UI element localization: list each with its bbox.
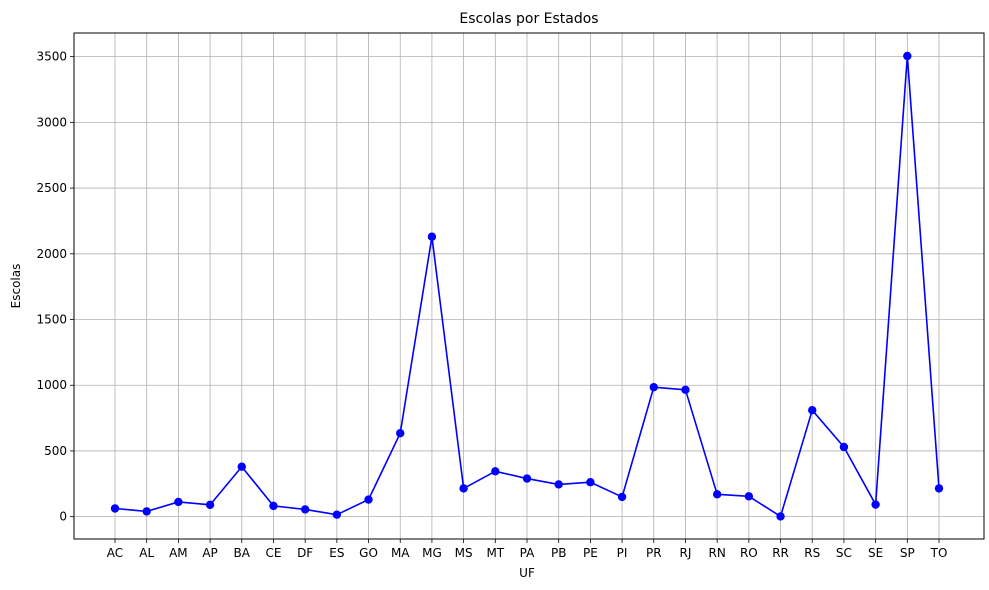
x-tick-label: ES — [329, 546, 344, 560]
y-axis-label: Escolas — [9, 264, 23, 309]
data-point — [871, 500, 880, 509]
x-tick-label: TO — [930, 546, 948, 560]
y-tick-label: 500 — [44, 444, 67, 458]
data-point — [903, 51, 912, 61]
y-tick-label: 1000 — [36, 378, 67, 392]
y-tick-label: 3500 — [36, 50, 67, 64]
x-tick-label: AC — [107, 546, 123, 560]
data-point — [681, 385, 690, 395]
data-point — [237, 462, 246, 471]
data-point — [459, 484, 468, 493]
x-tick-label: SC — [836, 546, 852, 560]
data-point — [110, 504, 120, 513]
x-tick-label: MG — [422, 546, 442, 560]
x-tick-label: MT — [486, 546, 504, 560]
x-tick-label: BA — [234, 546, 251, 560]
x-tick-label: CE — [265, 546, 281, 560]
data-point — [142, 507, 151, 516]
data-point — [364, 495, 373, 504]
x-tick-label: PB — [551, 546, 566, 560]
x-tick-label: RJ — [680, 546, 692, 560]
plot-frame — [73, 32, 985, 540]
data-point — [269, 501, 278, 511]
data-point — [205, 500, 215, 510]
x-tick-label: MS — [455, 546, 473, 560]
x-tick-label: AL — [139, 546, 154, 560]
x-tick-label: RS — [804, 546, 820, 560]
x-tick-label: SE — [868, 546, 883, 560]
x-tick-label: PI — [617, 546, 628, 560]
x-tick-label: GO — [359, 546, 378, 560]
data-point — [332, 510, 342, 519]
x-tick-label: MA — [391, 546, 410, 560]
x-tick-label: SP — [900, 546, 915, 560]
data-point — [808, 406, 817, 415]
data-point — [554, 480, 563, 489]
x-tick-label: AM — [169, 546, 188, 560]
x-tick-label: RN — [708, 546, 725, 560]
data-point — [396, 429, 405, 438]
y-tick-label: 1500 — [36, 313, 67, 327]
x-tick-label: PE — [583, 546, 598, 560]
data-point — [427, 232, 437, 241]
x-tick-label: RO — [740, 546, 758, 560]
data-point — [586, 478, 595, 487]
x-tick-label: PA — [520, 546, 535, 560]
data-point — [522, 474, 532, 483]
data-point — [491, 467, 500, 476]
data-point — [776, 512, 785, 521]
data-point — [744, 492, 754, 501]
series-layer — [110, 51, 944, 521]
y-tick-label: 2500 — [36, 181, 67, 195]
data-point — [300, 505, 310, 514]
data-point — [617, 492, 627, 502]
x-tick-label: AP — [202, 546, 217, 560]
x-tick-label: PR — [646, 546, 662, 560]
chart-title: Escolas por Estados — [459, 11, 598, 27]
x-axis-ticks: AC AL AM AP BA CE DF ES GO MA MG MS MT PA PB PE PI PR RJ RN… — [107, 539, 948, 560]
x-axis-label: UF — [519, 566, 535, 580]
data-point — [934, 484, 944, 493]
y-tick-label: 3000 — [36, 115, 67, 129]
x-tick-label: DF — [297, 546, 313, 560]
data-point — [649, 383, 658, 392]
grid — [74, 33, 984, 539]
x-tick-label: RR — [772, 546, 789, 560]
data-point — [174, 497, 183, 507]
data-point — [712, 490, 722, 499]
y-axis-ticks: 0 500 1000 1500 2000 2500 3000 3500 — [36, 50, 74, 524]
data-point — [839, 442, 849, 452]
y-tick-label: 0 — [59, 510, 67, 524]
y-tick-label: 2000 — [36, 247, 67, 261]
